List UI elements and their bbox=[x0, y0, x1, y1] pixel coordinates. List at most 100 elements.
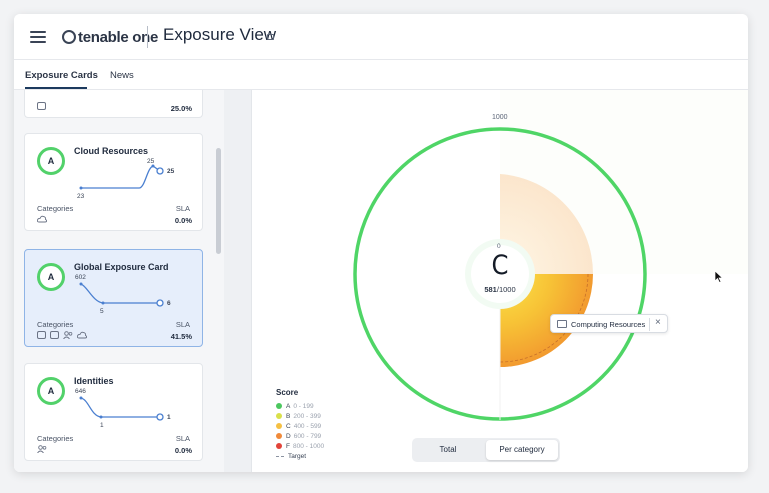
legend-swatch bbox=[276, 423, 282, 429]
grade-badge: A bbox=[37, 263, 65, 291]
legend-swatch bbox=[276, 443, 282, 449]
spark-low-value: 1 bbox=[100, 422, 104, 429]
mouse-cursor-icon bbox=[714, 270, 724, 283]
category-icons bbox=[37, 215, 47, 223]
sla-label: SLA bbox=[175, 204, 190, 213]
gauge-max-label: 1000 bbox=[492, 114, 508, 121]
exposure-visualization-area: 1000 0 C 581/1000 bbox=[252, 90, 748, 472]
page-title: Exposure View bbox=[163, 25, 277, 44]
tenable-one-logo: tenable one bbox=[62, 28, 158, 46]
server-icon bbox=[50, 331, 59, 339]
close-icon[interactable]: × bbox=[655, 317, 661, 328]
legend-grade: B bbox=[286, 412, 291, 420]
exposure-card-identities[interactable]: A Identities 646 1 1 Categories SLA 0.0% bbox=[24, 363, 203, 461]
top-bar: tenable one Exposure View bbox=[14, 14, 748, 60]
legend-range: 600 - 799 bbox=[293, 432, 322, 440]
toggle-total-button[interactable]: Total bbox=[439, 445, 457, 454]
computing-resources-chip[interactable]: Computing Resources × bbox=[550, 314, 668, 333]
cloud-icon bbox=[37, 215, 47, 223]
legend-range: 200 - 399 bbox=[293, 412, 321, 420]
computer-icon bbox=[37, 102, 46, 110]
card-title: Identities bbox=[74, 376, 114, 386]
score-suffix: /1000 bbox=[496, 285, 516, 294]
legend-swatch bbox=[276, 403, 282, 409]
legend-range: 800 - 1000 bbox=[292, 442, 325, 450]
chip-separator bbox=[649, 318, 650, 331]
category-icons bbox=[37, 331, 87, 339]
score-grade: C bbox=[491, 250, 509, 281]
logo-ring-icon bbox=[62, 30, 76, 44]
categories-label: Categories bbox=[37, 204, 74, 213]
trend-sparkline bbox=[79, 282, 164, 307]
legend-title: Score bbox=[276, 388, 299, 397]
spark-start-value: 646 bbox=[75, 388, 86, 395]
tab-bar: Exposure Cards News bbox=[14, 60, 748, 90]
spark-end-value: 1 bbox=[167, 414, 171, 421]
computer-icon bbox=[37, 331, 46, 339]
legend-item-c: C 400 - 599 bbox=[276, 421, 324, 431]
menu-icon[interactable] bbox=[30, 31, 46, 43]
trend-sparkline bbox=[79, 164, 164, 190]
logo-text: tenable one bbox=[78, 28, 159, 46]
sidebar-scrollbar[interactable] bbox=[216, 148, 221, 254]
spark-end-value: 25 bbox=[167, 168, 175, 175]
exposure-gauge bbox=[353, 90, 748, 421]
sla-value: 0.0% bbox=[174, 216, 192, 225]
categories-label: Categories bbox=[37, 434, 74, 443]
score-legend: Score A 0 - 199 B 200 - 399 C 400 - 599 … bbox=[276, 388, 324, 461]
legend-grade: C bbox=[286, 422, 291, 430]
exposure-cards-sidebar: 25.0% A Cloud Resources 23 25 25 Categor… bbox=[14, 90, 224, 472]
categories-label: Categories bbox=[37, 320, 74, 329]
grade-badge: A bbox=[37, 147, 65, 175]
app-window: tenable one Exposure View Exposure Cards… bbox=[14, 14, 748, 472]
active-tab-indicator bbox=[25, 87, 87, 89]
sla-label: SLA bbox=[175, 434, 190, 443]
sla-value: 0.0% bbox=[174, 446, 192, 455]
people-icon bbox=[37, 445, 47, 453]
legend-swatch bbox=[276, 413, 282, 419]
chip-label: Computing Resources bbox=[571, 320, 646, 329]
computer-icon bbox=[557, 320, 567, 328]
exposure-card-partial[interactable]: 25.0% bbox=[24, 90, 203, 118]
trend-sparkline bbox=[79, 396, 164, 421]
legend-range: 0 - 199 bbox=[293, 402, 314, 410]
legend-item-f: F 800 - 1000 bbox=[276, 441, 324, 451]
spark-start-value: 602 bbox=[75, 274, 86, 281]
exposure-card-global[interactable]: A Global Exposure Card 602 5 6 Categorie… bbox=[24, 249, 203, 347]
toggle-per-category-button[interactable]: Per category bbox=[486, 440, 558, 460]
spark-peak-value: 25 bbox=[147, 158, 155, 165]
exposure-card-cloud-resources[interactable]: A Cloud Resources 23 25 25 Categories SL… bbox=[24, 133, 203, 231]
legend-item-target: Target bbox=[276, 451, 324, 461]
spark-end-value: 6 bbox=[167, 300, 171, 307]
score-value: 581 bbox=[484, 285, 497, 294]
legend-grade: F bbox=[286, 442, 290, 450]
cloud-icon bbox=[77, 331, 87, 339]
tab-news[interactable]: News bbox=[110, 70, 134, 81]
legend-swatch bbox=[276, 433, 282, 439]
legend-range: 400 - 599 bbox=[293, 422, 322, 430]
score-readout: 581/1000 bbox=[466, 285, 534, 294]
legend-target-label: Target bbox=[288, 452, 307, 460]
card-title: Cloud Resources bbox=[74, 146, 149, 156]
grade-badge: A bbox=[37, 377, 65, 405]
panel-divider[interactable] bbox=[224, 90, 252, 472]
logo-separator bbox=[147, 26, 148, 48]
tab-exposure-cards[interactable]: Exposure Cards bbox=[25, 70, 98, 81]
score-center bbox=[471, 245, 529, 303]
target-arc bbox=[499, 273, 589, 363]
legend-grade: A bbox=[286, 402, 291, 410]
spark-low-value: 5 bbox=[100, 308, 104, 315]
gauge-zero-label: 0 bbox=[497, 243, 501, 250]
sla-label: SLA bbox=[175, 320, 190, 329]
sla-value: 41.5% bbox=[170, 332, 192, 341]
spark-start-value: 23 bbox=[77, 193, 85, 200]
card-title: Global Exposure Card bbox=[74, 262, 169, 272]
info-card-icon[interactable] bbox=[267, 34, 274, 40]
people-icon bbox=[63, 331, 73, 339]
sla-value: 25.0% bbox=[170, 104, 192, 113]
category-icons bbox=[37, 445, 47, 453]
target-dash-icon bbox=[276, 455, 284, 457]
legend-item-d: D 600 - 799 bbox=[276, 431, 324, 441]
legend-item-b: B 200 - 399 bbox=[276, 411, 324, 421]
legend-item-a: A 0 - 199 bbox=[276, 401, 324, 411]
